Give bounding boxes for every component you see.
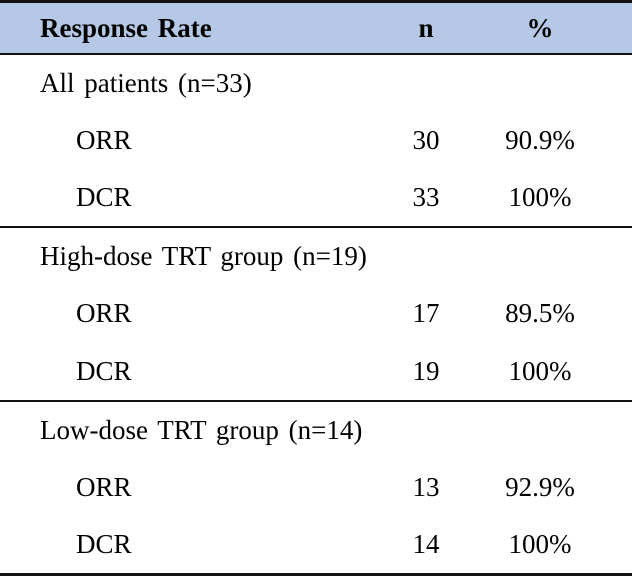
- cell-n: 13: [412, 471, 440, 502]
- row-label-dcr: DCR: [76, 182, 132, 213]
- section-high-dose-trt: High-dose TRT group (n=19) ORR 17 89.5% …: [0, 228, 632, 402]
- cell-percent: 90.9%: [505, 125, 575, 156]
- cell-n: 17: [412, 298, 440, 329]
- group-label: Low-dose TRT group (n=14): [40, 414, 363, 445]
- cell-percent: 100%: [508, 182, 572, 213]
- row-label-orr: ORR: [76, 125, 132, 156]
- row-label-orr: ORR: [76, 471, 132, 502]
- data-row-low-dose-dcr: DCR 14 100%: [0, 516, 632, 573]
- data-row-all-patients-dcr: DCR 33 100%: [0, 169, 632, 226]
- data-row-high-dose-dcr: DCR 19 100%: [0, 343, 632, 400]
- row-label-orr: ORR: [76, 298, 132, 329]
- column-header-n: n: [418, 12, 434, 43]
- data-row-all-patients-orr: ORR 30 90.9%: [0, 112, 632, 169]
- group-header-row-high-dose: High-dose TRT group (n=19): [0, 228, 632, 285]
- section-all-patients: All patients (n=33) ORR 30 90.9% DCR 33 …: [0, 55, 632, 229]
- data-row-low-dose-orr: ORR 13 92.9%: [0, 459, 632, 516]
- group-label: High-dose TRT group (n=19): [40, 241, 367, 272]
- cell-n: 30: [412, 125, 440, 156]
- table-header-row: Response Rate n %: [0, 3, 632, 55]
- cell-percent: 100%: [508, 355, 572, 386]
- row-label-dcr: DCR: [76, 528, 132, 559]
- row-label-dcr: DCR: [76, 355, 132, 386]
- cell-percent: 89.5%: [505, 298, 575, 329]
- cell-n: 33: [412, 182, 440, 213]
- column-header-percent: %: [526, 12, 554, 43]
- group-header-row-all-patients: All patients (n=33): [0, 55, 632, 112]
- group-label: All patients (n=33): [40, 68, 252, 99]
- column-header-response-rate: Response Rate: [40, 12, 212, 43]
- cell-percent: 92.9%: [505, 471, 575, 502]
- cell-percent: 100%: [508, 528, 572, 559]
- cell-n: 14: [412, 528, 440, 559]
- cell-n: 19: [412, 355, 440, 386]
- section-low-dose-trt: Low-dose TRT group (n=14) ORR 13 92.9% D…: [0, 402, 632, 573]
- group-header-row-low-dose: Low-dose TRT group (n=14): [0, 402, 632, 459]
- data-row-high-dose-orr: ORR 17 89.5%: [0, 285, 632, 342]
